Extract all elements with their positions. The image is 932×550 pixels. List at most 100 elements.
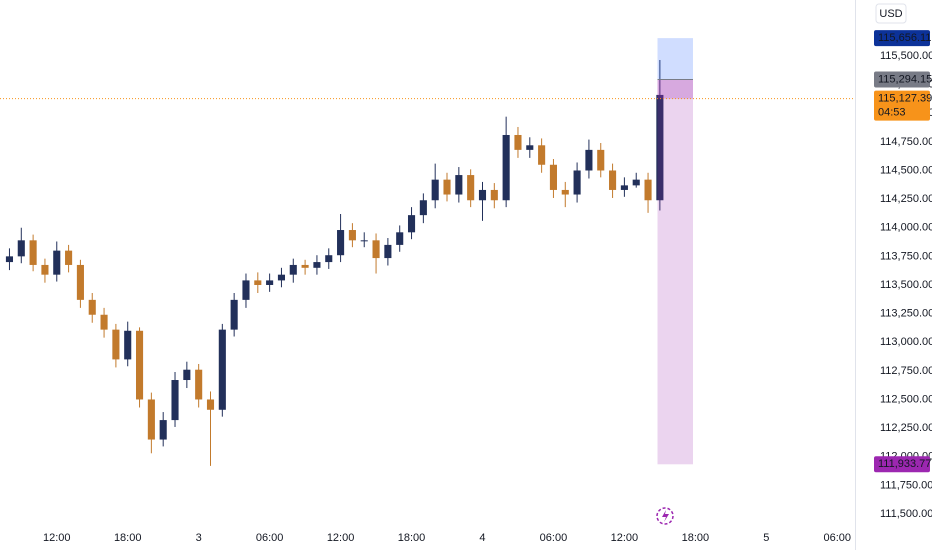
y-tick-label: 111,500.00: [880, 508, 932, 520]
y-tick-label: 114,000.00: [880, 222, 932, 234]
candle-body: [53, 250, 61, 275]
candle-body: [5, 256, 14, 263]
take-profit-zone: [657, 38, 693, 80]
candle-body: [41, 264, 49, 275]
candle-body: [112, 329, 120, 360]
candle-body: [407, 215, 416, 233]
currency-box[interactable]: [875, 3, 907, 24]
candle-body: [88, 299, 96, 315]
candle-body: [644, 179, 652, 201]
candle-body: [549, 164, 557, 190]
price-label-box: [874, 90, 930, 121]
y-tick-label: 114,500.00: [880, 164, 932, 176]
candle-body: [277, 274, 285, 281]
candle-body: [65, 250, 73, 265]
countdown-label: 04:53: [878, 107, 906, 119]
y-tick-label: 113,000.00: [880, 336, 932, 348]
x-tick-label: 3: [196, 532, 202, 544]
candle-body: [632, 179, 640, 186]
candle-body: [230, 299, 238, 330]
x-tick-label: 18:00: [114, 532, 142, 544]
candle-body: [76, 264, 84, 300]
x-tick-label: 5: [763, 532, 769, 544]
y-tick-label: 113,500.00: [880, 279, 932, 291]
price-label: 115,127.39: [878, 93, 932, 105]
candle-body: [514, 134, 522, 150]
y-tick-label: 114,250.00: [880, 193, 932, 205]
x-tick-label: 06:00: [256, 532, 284, 544]
candle-body: [17, 240, 25, 257]
candle-body: [242, 280, 250, 300]
stop-loss-zone: [657, 79, 693, 465]
candle-body: [159, 420, 167, 440]
x-tick-label: 18:00: [398, 532, 426, 544]
price-label: 115,656.11: [878, 32, 931, 44]
candle-body: [266, 280, 274, 285]
candle-body: [183, 369, 191, 381]
candle-body: [218, 329, 226, 410]
price-label-box: [874, 30, 930, 47]
y-tick-label: 115,500.00: [880, 50, 932, 62]
candle-body: [135, 330, 144, 400]
x-tick-label: 12:00: [43, 532, 71, 544]
candle-body: [490, 189, 498, 201]
candle-body: [396, 232, 404, 245]
price-label-box: [874, 71, 930, 88]
candle-body: [124, 330, 132, 360]
candle-body: [29, 240, 37, 265]
candle-body: [620, 185, 628, 190]
x-tick-label: 4: [479, 532, 485, 544]
candle-body: [443, 179, 451, 195]
replay-bolt[interactable]: [662, 510, 669, 522]
replay-ring[interactable]: [656, 507, 674, 525]
x-tick-label: 06:00: [540, 532, 568, 544]
y-tick-label: 112,750.00: [880, 365, 932, 377]
price-label: 115,294.15: [878, 73, 932, 85]
candle-body: [419, 200, 427, 216]
price-label: 111,933.77: [878, 458, 931, 470]
y-tick-label: 112,250.00: [880, 422, 932, 434]
candle-body: [526, 145, 534, 150]
candle-body: [585, 149, 593, 171]
replay-icon[interactable]: [656, 507, 674, 525]
x-tick-label: 12:00: [327, 532, 355, 544]
y-tick-label: 113,750.00: [880, 250, 932, 262]
candle-body: [206, 399, 215, 410]
candle-body: [289, 264, 297, 275]
candle-body: [325, 255, 333, 263]
candle-body: [100, 314, 108, 330]
candle-body: [455, 175, 463, 195]
candle-body: [502, 134, 510, 201]
y-tick-label: 112,500.00: [880, 393, 932, 405]
candle-body: [301, 264, 309, 268]
y-tick-label: 113,250.00: [880, 308, 932, 320]
candle-body: [478, 189, 487, 201]
candle-body: [171, 380, 179, 421]
candle-body: [431, 179, 439, 201]
y-tick-label: 111,750.00: [880, 479, 932, 491]
candle-body: [538, 145, 546, 165]
candle-body: [372, 240, 380, 259]
candle-body: [609, 170, 617, 190]
candle-body: [337, 230, 345, 256]
currency-label[interactable]: USD: [879, 8, 902, 20]
price-label-box: [874, 456, 930, 473]
candle-body: [561, 189, 569, 195]
x-tick-label: 18:00: [682, 532, 710, 544]
x-tick-label: 12:00: [611, 532, 639, 544]
candle-body: [254, 280, 262, 285]
candle-body: [597, 149, 605, 171]
x-tick-label: 06:00: [823, 532, 851, 544]
candle-body: [147, 399, 155, 440]
candle-body: [656, 94, 664, 201]
y-tick-label: 114,750.00: [880, 136, 932, 148]
candle-body: [360, 240, 368, 242]
candle-body: [467, 175, 475, 201]
candle-body: [573, 170, 581, 195]
open-loss-zone: [657, 79, 693, 99]
candle-body: [384, 244, 392, 259]
candle-body: [348, 230, 356, 241]
candle-body: [195, 369, 203, 400]
